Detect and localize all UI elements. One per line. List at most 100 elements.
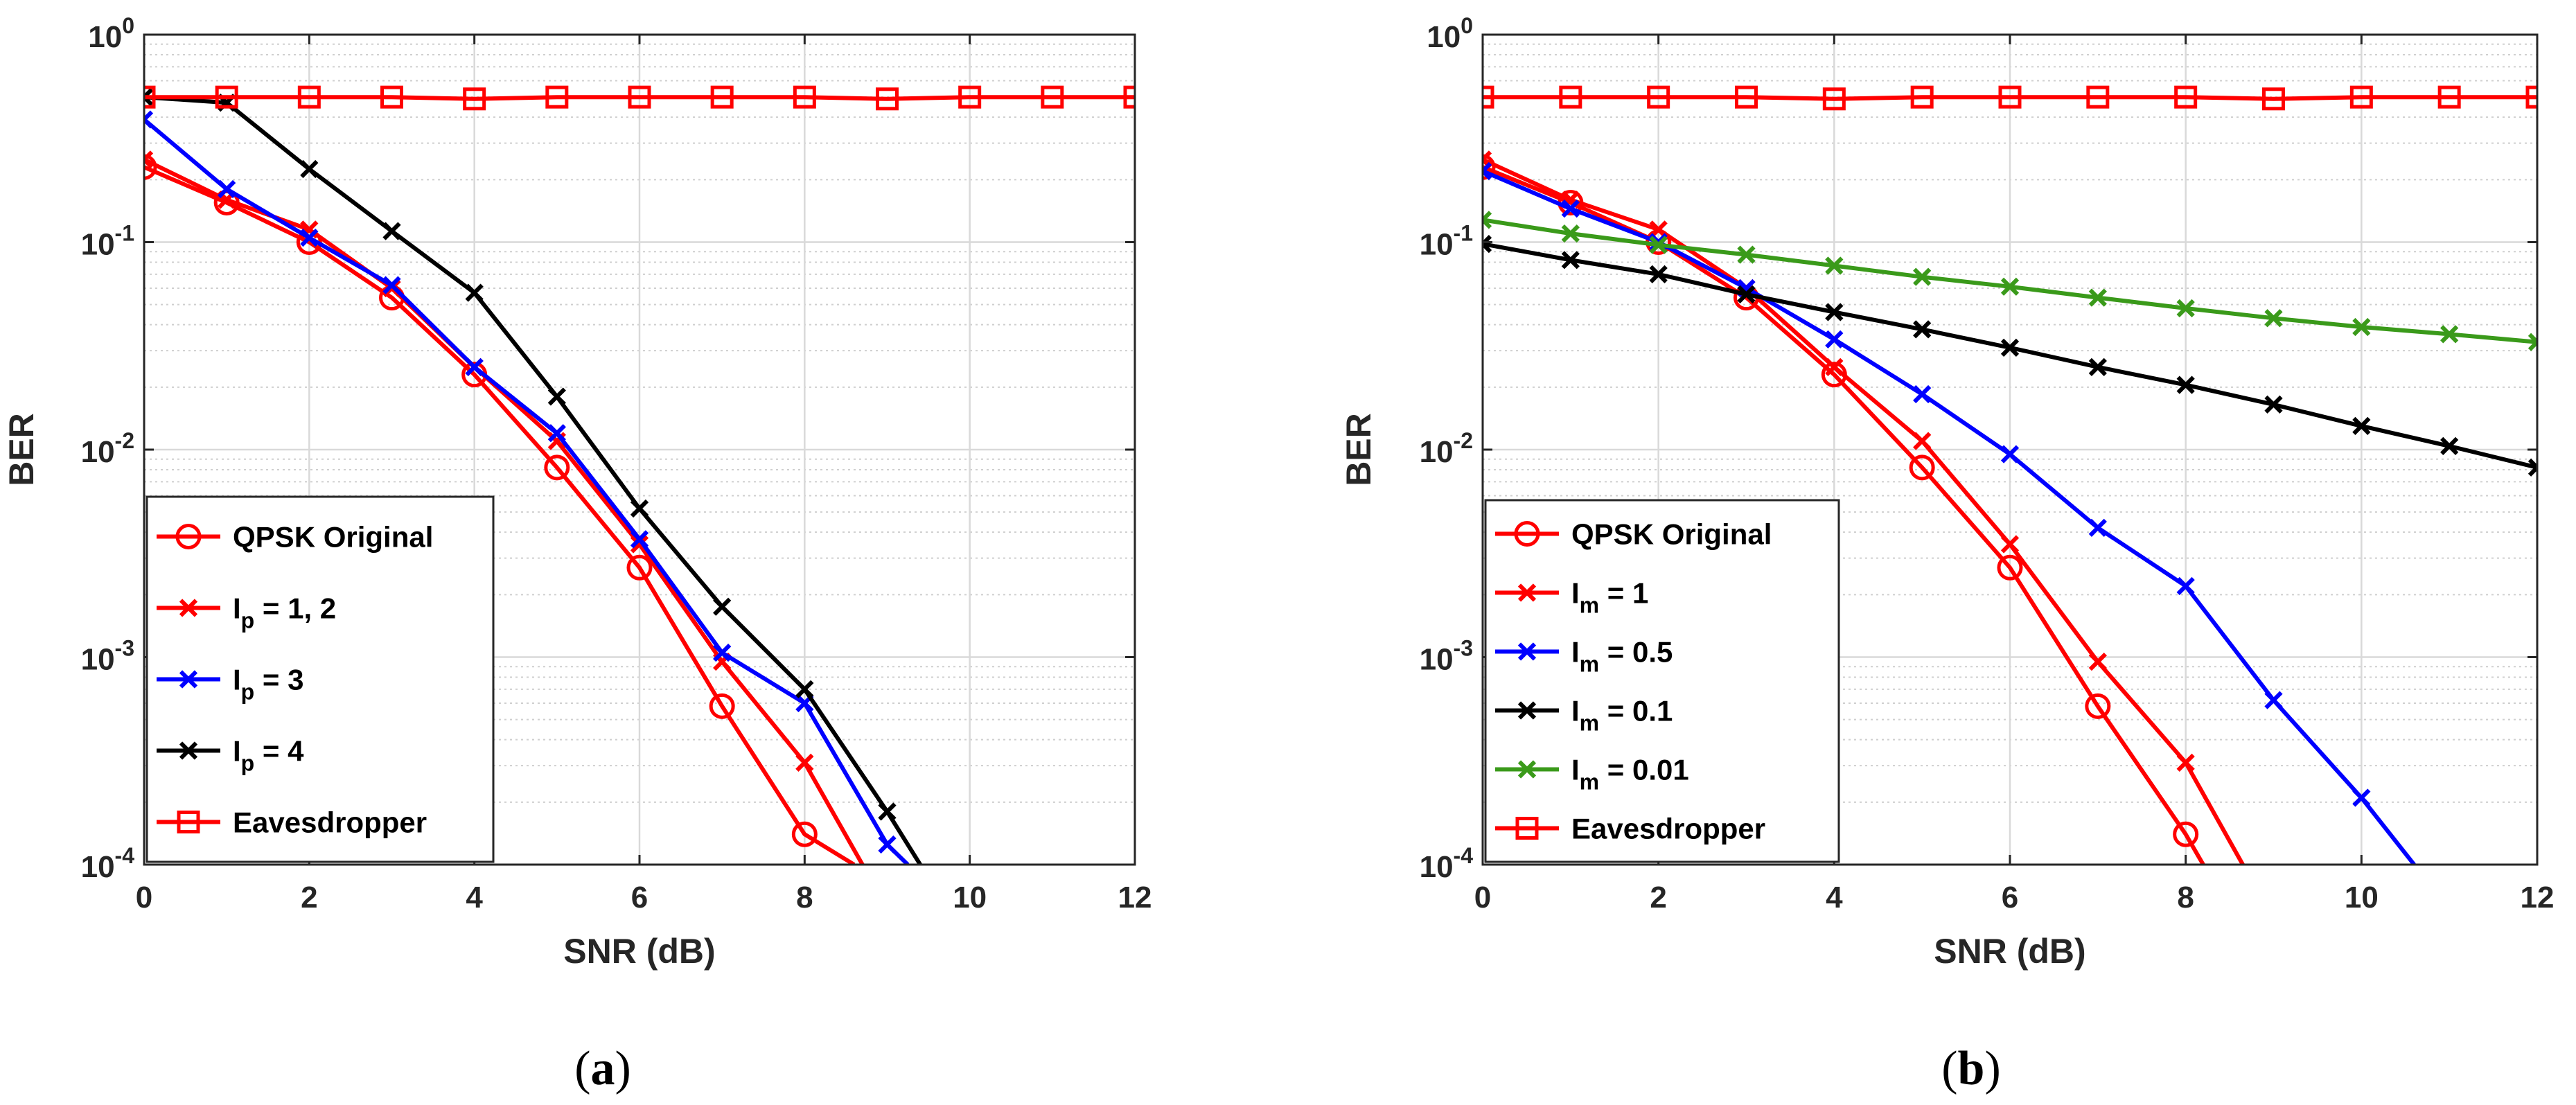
data-point-x xyxy=(1913,267,1932,286)
legend-marker-x xyxy=(1517,760,1537,779)
legend-label: Eavesdropper xyxy=(233,806,427,839)
legend-label-sub: p xyxy=(241,608,255,633)
x-tick-label: 12 xyxy=(1118,881,1152,914)
data-point-x xyxy=(1649,236,1668,254)
data-point-square xyxy=(876,87,899,111)
x-tick-label: 12 xyxy=(2521,881,2555,914)
data-point-x xyxy=(547,387,566,406)
data-point-square xyxy=(380,85,403,109)
data-point-x xyxy=(1825,256,1844,275)
legend-label-sub: m xyxy=(1580,652,1599,677)
legend-label-main: I xyxy=(1571,754,1580,786)
x-axis-label: SNR (dB) xyxy=(563,932,715,971)
x-tick-label: 0 xyxy=(136,881,152,914)
data-point-x xyxy=(795,680,814,699)
data-point-x xyxy=(795,753,814,772)
panel-caption: (a) xyxy=(574,1042,631,1095)
legend-label-tail: = 0.1 xyxy=(1599,695,1673,727)
legend-label-sub: p xyxy=(241,680,255,705)
data-point-square xyxy=(710,85,734,109)
series-group xyxy=(144,85,1135,865)
series-line xyxy=(1483,165,2205,865)
panel-caption: (b) xyxy=(1941,1042,2001,1095)
caption-open: ( xyxy=(1941,1042,1957,1095)
data-point-circle xyxy=(2085,693,2111,719)
data-point-square xyxy=(1123,85,1135,109)
y-axis-label: BER xyxy=(1339,413,1378,486)
data-point-x xyxy=(630,530,649,549)
caption-close: ) xyxy=(615,1042,631,1095)
series-line xyxy=(1483,169,2416,865)
tick-exponent: 0 xyxy=(1461,13,1473,38)
legend-label-sub: p xyxy=(241,751,255,776)
legend-label-tail: = 0.5 xyxy=(1599,636,1673,669)
data-point-x xyxy=(1561,251,1580,269)
data-point-x xyxy=(2264,309,2283,328)
data-point-circle xyxy=(1997,554,2023,581)
data-point-x xyxy=(630,499,649,518)
x-tick-label: 4 xyxy=(1826,881,1843,914)
tick-exponent: -2 xyxy=(1454,428,1473,453)
data-point-square xyxy=(1822,87,1846,111)
legend-label: Im = 0.5 xyxy=(1571,636,1673,677)
x-tick-label: 6 xyxy=(2002,881,2018,914)
data-point-x xyxy=(2264,395,2283,414)
data-point-x xyxy=(2528,333,2537,351)
legend-label: Ip = 3 xyxy=(233,664,303,705)
data-point-x xyxy=(547,424,566,443)
legend-label-tail: = 4 xyxy=(254,735,304,768)
data-point-x xyxy=(1483,235,1492,254)
legend-label-sub: m xyxy=(1580,770,1599,795)
legend-label-main: I xyxy=(1571,695,1580,727)
data-point-x xyxy=(2176,576,2195,596)
x-tick-label: 0 xyxy=(1474,881,1491,914)
data-point-x xyxy=(1913,432,1932,450)
series-line xyxy=(144,95,1135,101)
legend-marker-circle xyxy=(1514,521,1540,547)
data-point-square xyxy=(1735,85,1758,109)
legend-label-main: Eavesdropper xyxy=(233,806,427,839)
data-point-x xyxy=(1737,245,1756,264)
legend-marker-x xyxy=(179,741,198,760)
data-point-circle xyxy=(626,554,653,581)
data-point-square xyxy=(1559,85,1582,109)
data-point-x xyxy=(2000,338,2020,357)
tick-base: 10 xyxy=(1427,20,1461,54)
tick-base: 10 xyxy=(1420,435,1454,469)
data-point-square xyxy=(1483,85,1494,109)
legend-label-main: I xyxy=(233,592,241,625)
tick-exponent: -1 xyxy=(1454,221,1473,246)
data-point-square xyxy=(297,85,321,109)
data-point-x xyxy=(713,597,732,616)
caption-letter: a xyxy=(591,1042,615,1095)
data-point-x xyxy=(1483,161,1492,181)
x-tick-label: 8 xyxy=(2177,881,2194,914)
legend-label-sub: m xyxy=(1580,711,1599,736)
y-tick-label: 100 xyxy=(1427,13,1473,54)
y-tick-label: 10-1 xyxy=(1420,221,1473,262)
data-point-x xyxy=(1561,200,1580,218)
data-point-x xyxy=(1913,384,1932,404)
x-tick-label: 10 xyxy=(953,881,987,914)
legend-label-main: QPSK Original xyxy=(1571,518,1772,551)
data-point-x xyxy=(2528,458,2537,477)
y-tick-label: 10-4 xyxy=(1420,843,1474,884)
data-point-x xyxy=(1483,211,1492,229)
data-point-square xyxy=(545,85,569,109)
data-point-circle xyxy=(709,693,735,719)
tick-base: 10 xyxy=(1420,850,1454,884)
data-point-square xyxy=(1998,85,2022,109)
tick-base: 10 xyxy=(1420,228,1454,262)
tick-exponent: -4 xyxy=(115,843,135,868)
legend-marker-x xyxy=(1517,701,1537,720)
tick-exponent: -4 xyxy=(1454,843,1474,868)
tick-base: 10 xyxy=(81,643,115,677)
legend-label-sub: m xyxy=(1580,593,1599,618)
data-point-x xyxy=(2352,317,2371,337)
legend-label: Im = 1 xyxy=(1571,577,1648,618)
x-tick-label: 2 xyxy=(1650,881,1666,914)
data-point-x xyxy=(382,276,401,294)
data-point-x xyxy=(878,802,897,821)
legend-marker-square xyxy=(177,811,200,833)
